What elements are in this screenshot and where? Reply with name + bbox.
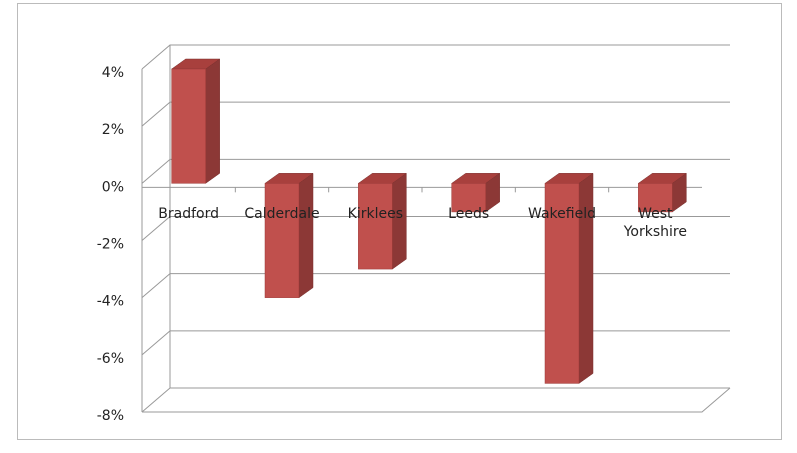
y-tick-label: 0% (102, 179, 124, 195)
bar (451, 183, 486, 213)
y-tick-label: -6% (97, 351, 124, 367)
bar (358, 183, 393, 270)
grid-line (141, 387, 730, 413)
bar (638, 183, 673, 213)
bar-side (298, 172, 314, 299)
chart-frame (17, 3, 782, 440)
grid-line (141, 101, 730, 127)
grid-line (141, 216, 730, 241)
grid-line (141, 158, 730, 184)
bar-side (205, 58, 220, 184)
x-tick-label: Wakefield (528, 206, 596, 223)
bar (171, 68, 206, 184)
floor-edge (142, 387, 731, 413)
x-tick-label: Bradford (158, 206, 220, 223)
x-tick-label: Leeds (448, 206, 490, 223)
y-tick-label: -8% (97, 408, 124, 424)
x-tick-label: Calderdale (244, 206, 320, 223)
bar (544, 183, 580, 384)
y-tick-label: -2% (97, 237, 124, 253)
grid-line (141, 330, 730, 356)
x-tick-label: Kirklees (347, 206, 403, 223)
bar (264, 183, 300, 298)
grid-line (141, 273, 730, 299)
grid-line (141, 44, 730, 70)
y-tick-label: 4% (102, 65, 124, 81)
y-tick-label: 2% (102, 122, 124, 138)
x-tick-label: West Yorkshire (623, 206, 687, 241)
y-tick-label: -4% (97, 294, 124, 310)
